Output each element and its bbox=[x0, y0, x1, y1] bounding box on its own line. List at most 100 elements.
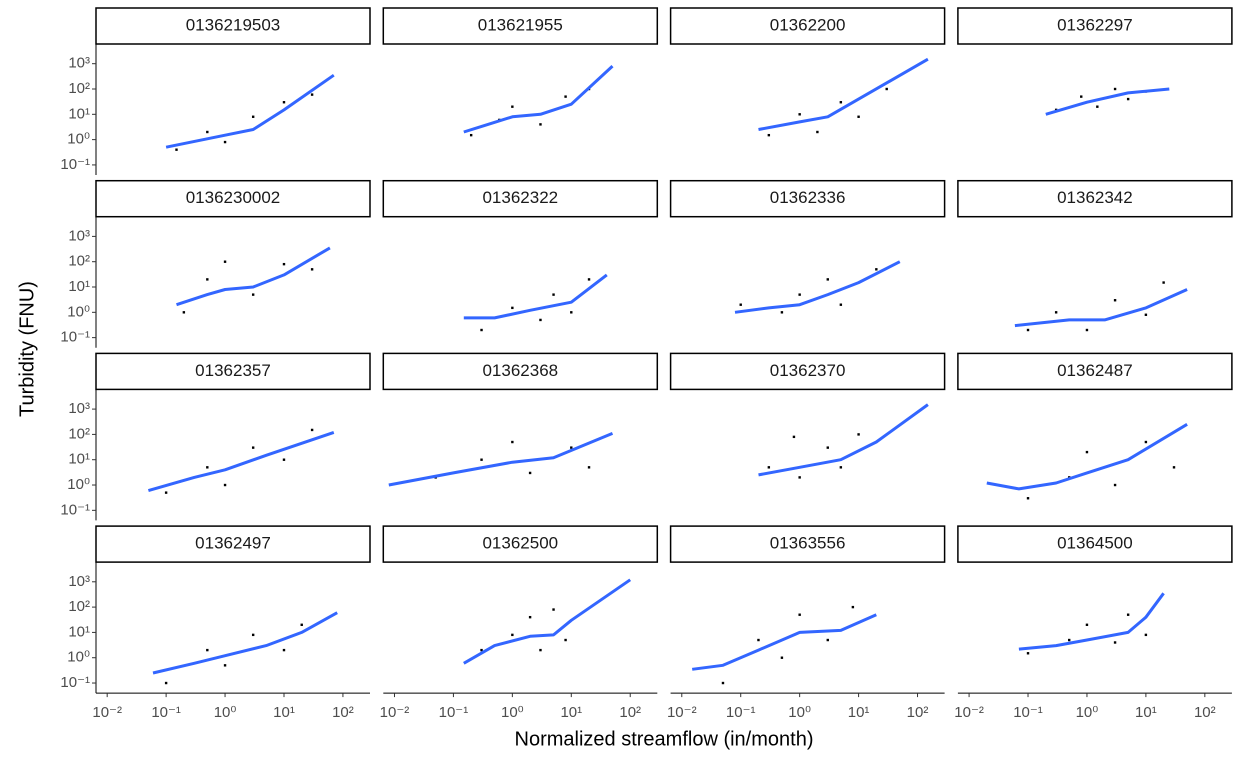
point bbox=[480, 328, 483, 332]
point bbox=[1080, 95, 1083, 98]
strip bbox=[95, 179, 371, 218]
y-tick-label: 10¹ bbox=[68, 451, 90, 468]
point bbox=[511, 105, 514, 108]
y-tick-label: 10¹ bbox=[68, 105, 90, 122]
point bbox=[826, 638, 829, 642]
smooth-line bbox=[165, 73, 335, 149]
panel-title: 0136219503 bbox=[186, 15, 281, 34]
point bbox=[511, 633, 514, 637]
point bbox=[164, 681, 168, 685]
point bbox=[857, 115, 860, 118]
panel-title: 01362487 bbox=[1057, 361, 1133, 380]
x-tick-label: 10⁻¹ bbox=[726, 704, 756, 721]
point bbox=[587, 466, 591, 469]
point bbox=[757, 638, 760, 642]
smooth-line bbox=[176, 246, 331, 307]
point bbox=[480, 458, 483, 461]
x-tick-label: 10⁻² bbox=[954, 704, 984, 721]
smooth-line bbox=[463, 578, 632, 665]
y-tick-label: 10⁻¹ bbox=[60, 501, 90, 518]
point bbox=[798, 113, 801, 116]
y-tick-label: 10² bbox=[68, 425, 90, 442]
point bbox=[1162, 281, 1165, 284]
y-tick-label: 10³ bbox=[68, 400, 90, 417]
x-tick-label: 10¹ bbox=[273, 704, 295, 721]
point bbox=[816, 130, 819, 134]
point bbox=[1113, 299, 1117, 302]
smooth-line bbox=[734, 260, 901, 314]
smooth-line bbox=[463, 273, 608, 320]
panel-title: 01362200 bbox=[770, 15, 846, 34]
point bbox=[1085, 328, 1089, 332]
panel-title: 01362322 bbox=[482, 188, 558, 207]
point bbox=[1085, 450, 1089, 454]
panel-title: 01362297 bbox=[1057, 15, 1133, 34]
point bbox=[1113, 87, 1117, 91]
point bbox=[282, 458, 286, 461]
y-tick-label: 10⁻¹ bbox=[60, 329, 90, 346]
point bbox=[1172, 466, 1176, 469]
panel-title: 013621955 bbox=[478, 15, 563, 34]
point bbox=[206, 130, 209, 134]
strip bbox=[957, 525, 1233, 563]
y-tick-label: 10³ bbox=[68, 55, 90, 72]
point bbox=[1126, 97, 1130, 101]
point bbox=[552, 293, 555, 296]
point bbox=[1096, 105, 1099, 108]
smooth-line bbox=[388, 432, 614, 487]
x-tick-label: 10² bbox=[332, 704, 354, 721]
x-tick-label: 10⁰ bbox=[788, 704, 811, 721]
strip bbox=[95, 525, 371, 563]
point bbox=[792, 435, 796, 439]
point bbox=[839, 466, 843, 469]
y-tick-label: 10⁰ bbox=[67, 649, 90, 666]
x-tick-label: 10⁰ bbox=[1076, 704, 1099, 721]
point bbox=[206, 278, 209, 281]
point bbox=[511, 306, 514, 310]
point bbox=[282, 648, 286, 652]
panel-title: 01362368 bbox=[482, 361, 558, 380]
point bbox=[1026, 497, 1030, 500]
smooth-line bbox=[692, 613, 877, 671]
point bbox=[251, 293, 255, 296]
point bbox=[739, 303, 742, 306]
point bbox=[1026, 652, 1030, 655]
y-tick-label: 10² bbox=[68, 80, 90, 97]
point bbox=[300, 623, 303, 626]
point bbox=[826, 278, 829, 281]
point bbox=[851, 605, 855, 609]
point bbox=[564, 95, 567, 98]
point bbox=[1113, 483, 1117, 487]
smooth-line bbox=[147, 430, 335, 493]
panel-title: 01362500 bbox=[482, 534, 558, 553]
panel-title: 01362342 bbox=[1057, 188, 1133, 207]
panel-title: 01364500 bbox=[1057, 534, 1133, 553]
point bbox=[223, 483, 227, 487]
point bbox=[1144, 440, 1148, 444]
point bbox=[1126, 613, 1130, 616]
point bbox=[780, 311, 784, 314]
x-tick-label: 10⁰ bbox=[501, 704, 524, 721]
point bbox=[767, 133, 771, 137]
point bbox=[539, 318, 542, 322]
point bbox=[251, 446, 255, 449]
y-tick-label: 10⁻¹ bbox=[60, 674, 90, 691]
point bbox=[175, 148, 178, 151]
strip bbox=[382, 179, 659, 218]
point bbox=[469, 133, 473, 137]
x-tick-label: 10¹ bbox=[1135, 704, 1157, 721]
panel-title: 01362336 bbox=[770, 188, 846, 207]
x-axis-title: Normalized streamflow (in/month) bbox=[515, 728, 814, 750]
point bbox=[570, 446, 573, 449]
point bbox=[1085, 623, 1089, 626]
y-tick-label: 10³ bbox=[68, 227, 90, 244]
point bbox=[875, 268, 878, 271]
point bbox=[310, 428, 314, 432]
point bbox=[539, 648, 542, 652]
x-tick-label: 10² bbox=[907, 704, 929, 721]
x-tick-label: 10¹ bbox=[848, 704, 870, 721]
x-tick-label: 10⁻² bbox=[92, 704, 122, 721]
smooth-line bbox=[758, 403, 929, 477]
point bbox=[480, 648, 483, 652]
